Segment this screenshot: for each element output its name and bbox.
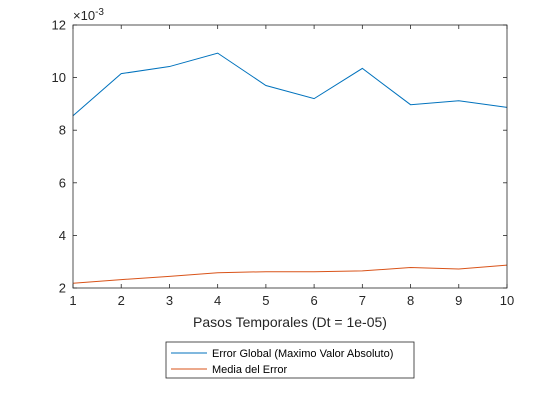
y-tick-label: 8: [59, 123, 66, 138]
y-tick-label: 2: [59, 281, 66, 296]
legend-items: Error Global (Maximo Valor Absoluto) Medi…: [171, 348, 393, 376]
plot-area: [73, 25, 507, 288]
x-tick-label: 8: [407, 293, 414, 308]
x-tick-label: 2: [118, 293, 125, 308]
y-tick-label: 4: [59, 228, 66, 243]
x-axis-title: Pasos Temporales (Dt = 1e-05): [193, 314, 387, 330]
y-tick-label: 10: [52, 70, 66, 85]
y-exponent-label: ×10-3: [73, 7, 104, 23]
x-tick-label: 4: [214, 293, 221, 308]
legend: Error Global (Maximo Valor Absoluto) Medi…: [165, 341, 415, 379]
y-axis: 2 4 6 8 10 12: [52, 18, 507, 296]
series-layer: [72, 52, 508, 284]
y-exponent-power: -3: [95, 7, 104, 18]
x-tick-label: 9: [455, 293, 462, 308]
legend-label-2: Media del Error: [212, 364, 288, 376]
y-exponent-base: ×10: [73, 8, 95, 23]
series-line-2: [72, 264, 508, 284]
y-tick-label: 6: [59, 175, 66, 190]
x-tick-label: 6: [310, 293, 317, 308]
legend-box: [165, 341, 415, 379]
axes-layer: [72, 24, 508, 289]
axes-box: [72, 24, 508, 289]
x-tick-label: 1: [69, 293, 76, 308]
x-tick-label: 3: [166, 293, 173, 308]
x-tick-label: 5: [262, 293, 269, 308]
x-tick-label: 10: [500, 293, 514, 308]
legend-label-1: Error Global (Maximo Valor Absoluto): [212, 348, 393, 360]
x-tick-label: 7: [359, 293, 366, 308]
y-tick-label: 12: [52, 18, 66, 33]
series-line-1: [72, 52, 508, 117]
x-axis: 1 2 3 4 5 6 7 8 9 10: [69, 25, 514, 308]
